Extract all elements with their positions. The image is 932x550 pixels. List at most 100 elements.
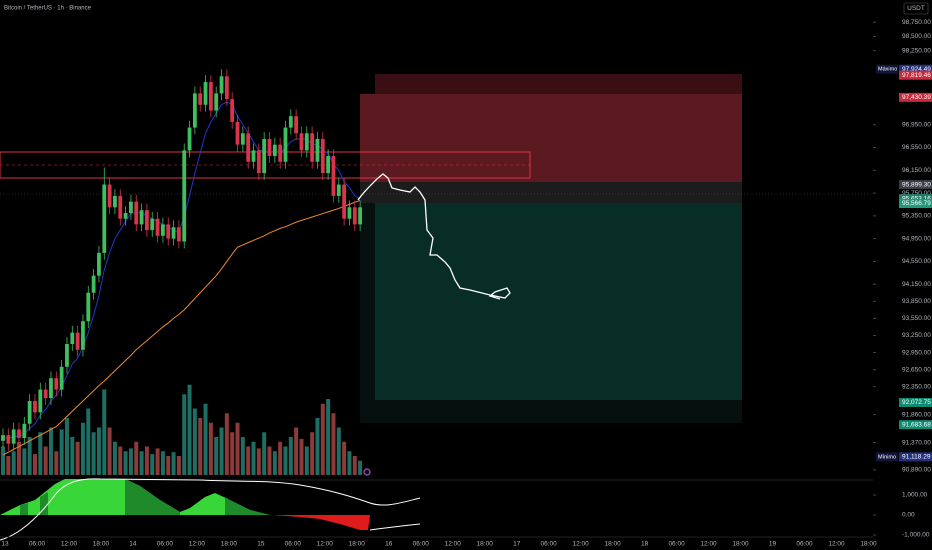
- candle-body: [256, 150, 261, 174]
- candle-body: [267, 138, 272, 157]
- volume-bar: [336, 427, 341, 475]
- volume-bar: [278, 441, 283, 475]
- osc-tick-label: 1,000.00: [902, 492, 928, 499]
- drawings: [0, 74, 873, 423]
- volume-bar: [107, 427, 112, 475]
- candle-body: [182, 150, 187, 242]
- x-tick-label: 18:00: [349, 541, 366, 548]
- x-tick-label: 12:00: [317, 541, 334, 548]
- candle-body: [11, 429, 16, 444]
- candle-body: [65, 344, 69, 367]
- y-tick-label: 94,950.00: [902, 235, 931, 242]
- volume-bar: [288, 437, 293, 475]
- volume-bar: [139, 451, 144, 475]
- volume-bar: [59, 429, 64, 475]
- entry-band: [360, 182, 742, 203]
- y-tick-label: 93,250.00: [902, 332, 931, 339]
- volume-bar: [123, 451, 128, 475]
- candle-body: [272, 144, 277, 157]
- oscillator-line: [0, 478, 421, 541]
- candle-body: [347, 207, 352, 219]
- volume-bar: [166, 456, 171, 475]
- currency-box[interactable]: [903, 2, 929, 15]
- volume-bar: [256, 448, 261, 475]
- candle-body: [230, 99, 235, 122]
- candle-body: [352, 207, 357, 225]
- x-tick-label: 19: [769, 541, 777, 548]
- x-tick-label: 06:00: [413, 541, 430, 548]
- candle-body: [123, 213, 128, 219]
- volume-bar: [144, 446, 149, 475]
- oscillator-signal: [369, 523, 421, 531]
- candle-body: [27, 400, 32, 424]
- volume-bar: [134, 441, 139, 475]
- volume-bar: [1, 446, 5, 475]
- candle-body: [320, 138, 325, 174]
- candle-body: [97, 252, 101, 276]
- volume-bar: [54, 451, 59, 475]
- volume-bar: [203, 403, 208, 475]
- x-tick-label: 18:00: [604, 541, 621, 548]
- target-zone-outer: [360, 203, 742, 423]
- x-tick-label: 06:00: [668, 541, 685, 548]
- y-tick-label: 92,950.00: [902, 349, 931, 356]
- y-tick-label: 98,500.00: [902, 33, 931, 40]
- candle-body: [155, 218, 160, 236]
- price-label: 95,566.79: [902, 200, 931, 207]
- y-tick-label: 93,550.00: [902, 315, 931, 322]
- volume-bar: [6, 456, 11, 475]
- candle-body: [150, 218, 155, 231]
- volume-bar: [118, 446, 123, 475]
- x-tick-label: 14: [129, 541, 137, 548]
- x-tick-label: 06:00: [285, 541, 302, 548]
- candle-body: [102, 184, 107, 253]
- candle-body: [134, 201, 139, 225]
- candle-body: [235, 121, 240, 145]
- volume-bar: [187, 384, 192, 475]
- x-tick-label: 13: [1, 541, 9, 548]
- candle-body: [246, 133, 251, 162]
- volume-bar: [246, 446, 251, 475]
- candle-body: [129, 201, 133, 214]
- candle-body: [219, 76, 224, 94]
- candle-body: [166, 224, 171, 239]
- candle-body: [54, 378, 59, 390]
- price-tag: Mínimo: [878, 454, 896, 460]
- candle-body: [33, 400, 37, 413]
- y-tick-label: 91,860.00: [902, 411, 931, 418]
- projection-sketch: [357, 173, 511, 300]
- volume-bar: [224, 413, 229, 475]
- candle-body: [70, 332, 75, 345]
- price-tag-box: [876, 452, 898, 462]
- price-tag-box: [876, 64, 898, 74]
- candle-body: [113, 195, 117, 208]
- candle-body: [315, 138, 320, 162]
- y-tick-label: 94,550.00: [902, 258, 931, 265]
- price-label: 97,430.39: [902, 94, 931, 101]
- candle-body: [107, 184, 112, 208]
- volume-bar: [155, 448, 160, 475]
- x-tick-label: 06:00: [541, 541, 558, 548]
- y-tick-label: 98,750.00: [902, 19, 931, 26]
- candle-body: [240, 133, 245, 145]
- candle-body: [192, 93, 197, 128]
- volume-bar: [304, 446, 309, 475]
- volume-bar: [208, 422, 213, 475]
- x-tick-label: 12:00: [445, 541, 462, 548]
- candle-body: [118, 195, 123, 219]
- y-tick-label: 93,850.00: [902, 298, 931, 305]
- volume-bar: [182, 394, 187, 475]
- volume-bar: [96, 427, 101, 475]
- candle-body: [198, 93, 203, 105]
- volume-bar: [64, 418, 69, 475]
- oscillator-pane: [0, 478, 873, 541]
- y-tick-label: 98,250.00: [902, 47, 931, 54]
- volume-bar: [240, 437, 245, 475]
- volume-bar: [192, 408, 197, 475]
- volume-bar: [315, 418, 320, 475]
- volume-bar: [112, 441, 117, 475]
- histogram-positive-dark: [20, 479, 270, 515]
- y-tick-label: 91,370.00: [902, 439, 931, 446]
- osc-tick-label: 0.00: [902, 512, 915, 519]
- price-label: 97,924.49: [902, 66, 931, 73]
